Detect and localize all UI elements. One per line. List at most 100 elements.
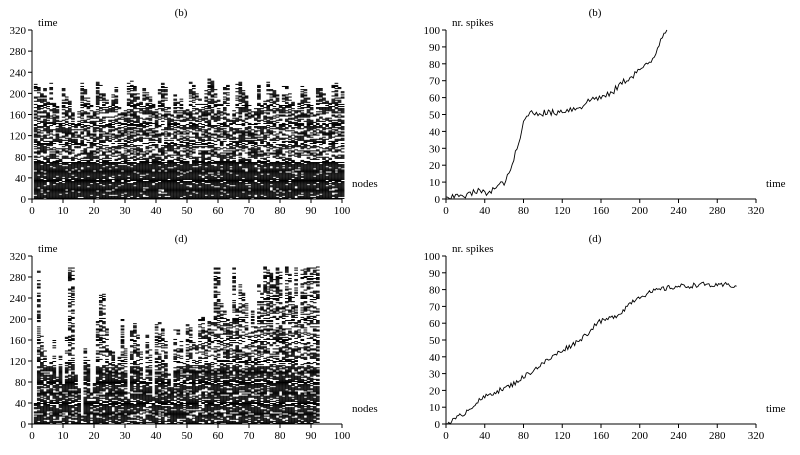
spike-mark [254,167,258,168]
spike-mark [180,107,184,108]
spike-mark [170,128,174,129]
spike-mark [77,147,81,148]
spike-mark [152,132,156,133]
spike-mark [37,88,41,89]
spike-mark [155,192,159,193]
spike-mark [189,192,193,193]
spike-mark [158,136,162,137]
spike-mark [217,147,221,148]
spike-mark [207,129,211,130]
spike-mark [238,83,242,84]
spike-mark [93,150,97,151]
spike-mark [93,129,97,130]
spike-mark [136,97,140,98]
spike-mark [99,185,103,186]
spike-mark [130,150,134,151]
spike-mark [56,162,60,163]
spike-mark [108,141,112,142]
y-tick-label: 200 [10,88,27,100]
spike-mark [77,111,81,112]
spike-mark [96,139,100,140]
spike-mark [192,143,196,144]
spike-mark [207,121,211,122]
spike-mark [133,88,137,89]
spike-mark [161,196,165,197]
spike-mark [220,145,224,146]
spike-mark [220,105,224,106]
spike-mark [40,106,44,107]
spike-mark [161,132,165,133]
spike-mark [201,124,205,125]
spike-mark [242,121,246,122]
spike-mark [142,89,146,90]
spike-mark [164,142,168,143]
spike-mark [173,136,177,137]
spike-mark [80,138,84,139]
spike-mark [223,156,227,157]
spike-mark [176,148,180,149]
spike-mark [99,108,103,109]
spike-mark [251,166,255,167]
spike-mark [229,130,233,131]
spike-mark [96,157,100,158]
spike-mark [201,195,205,196]
spike-mark [257,104,261,105]
spike-mark [133,115,137,116]
spike-mark [105,177,109,178]
spike-mark [114,100,118,101]
spike-mark [102,104,106,105]
spike-mark [68,110,72,111]
spike-mark [201,155,205,156]
y-tick-label: 240 [10,67,27,79]
spike-mark [142,127,146,128]
spike-mark [37,119,41,120]
spike-mark [180,101,184,102]
spike-mark [155,146,159,147]
spike-mark [46,128,50,129]
spike-mark [217,130,221,131]
spike-mark [195,165,199,166]
spike-mark [114,89,118,90]
spike-mark [40,139,44,140]
spike-mark [155,109,159,110]
spike-mark [43,111,47,112]
spike-mark [257,91,261,92]
spike-mark [192,88,196,89]
spike-mark [251,145,255,146]
spike-mark [232,156,236,157]
spike-mark [257,86,261,87]
spike-mark [52,182,56,183]
spike-mark [167,107,171,108]
spike-mark [133,162,137,163]
spike-mark [90,110,94,111]
spike-mark [189,105,193,106]
spike-mark [189,112,193,113]
spike-mark [136,155,140,156]
spike-mark [34,117,38,118]
spike-mark [161,135,165,136]
spike-mark [211,111,215,112]
spike-mark [43,150,47,151]
spike-mark [176,159,180,160]
spike-mark [133,106,137,107]
spike-mark [183,129,187,130]
spike-mark [201,160,205,161]
spike-mark [133,136,137,137]
spike-mark [56,150,60,151]
spike-mark [102,94,106,95]
spike-mark [167,125,171,126]
spike-mark [105,145,109,146]
y-tick-label: 0 [21,194,27,206]
spike-mark [118,162,122,163]
spike-mark [93,191,97,192]
spike-mark [37,137,41,138]
spike-mark [114,102,118,103]
spike-mark [226,168,230,169]
spike-mark [229,143,233,144]
spike-mark [68,145,72,146]
spike-mark [99,146,103,147]
spike-mark [130,142,134,143]
spike-mark [102,165,106,166]
spike-mark [99,194,103,195]
spike-mark [170,115,174,116]
